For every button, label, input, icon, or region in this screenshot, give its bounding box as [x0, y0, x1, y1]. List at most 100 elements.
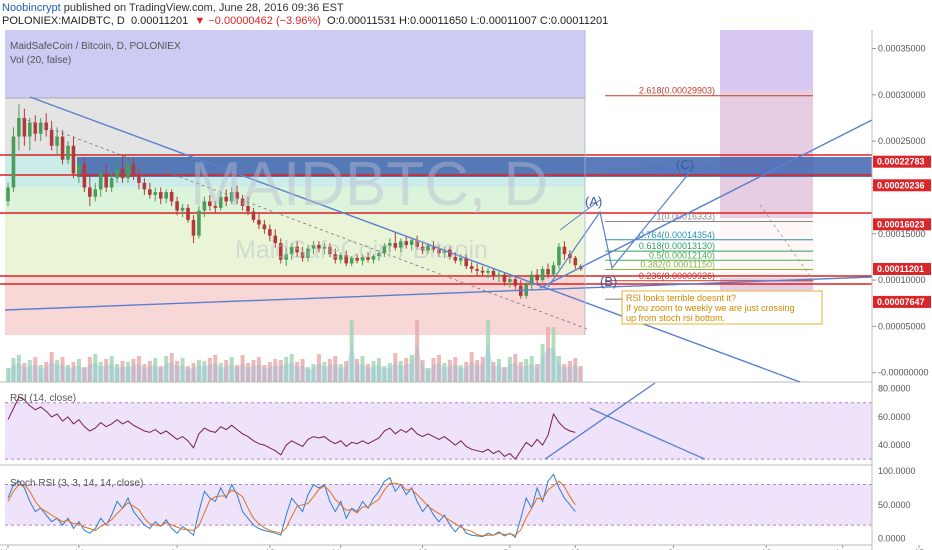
stoch-tick-label: 50.0000: [878, 500, 911, 510]
candle-body: [295, 246, 299, 253]
rsi-line: [7, 396, 576, 461]
candle-body: [218, 196, 223, 208]
candles: [6, 104, 583, 299]
rsi-trend-down: [589, 407, 706, 460]
volume-bar: [60, 357, 65, 382]
rsi-tick-label: 80.0000: [878, 384, 911, 394]
forecast-fib-box-low: [720, 218, 813, 278]
fib-level-label: 2.618(0.00029903): [639, 86, 715, 96]
candle-body: [49, 130, 54, 146]
candle-body: [224, 196, 228, 202]
volume-bar: [376, 358, 381, 382]
price-badge-label: 0.00011201: [877, 264, 924, 274]
chart-canvas[interactable]: 2.618(0.00029903) 1.618(0.00021517) 1(0.00…: [0, 30, 932, 550]
candle-body: [398, 241, 403, 248]
wave-b-label: (B): [600, 274, 617, 289]
downtrend-line: [29, 96, 801, 383]
volume-bar: [169, 353, 174, 382]
price-axis-bg: [872, 30, 932, 550]
volume-bar: [338, 364, 343, 382]
candle-body: [60, 136, 65, 160]
candle-body: [82, 164, 87, 188]
candle-body: [55, 136, 59, 146]
publish-info: published on TradingView.com, June 28, 2…: [60, 2, 344, 14]
volume-bar: [115, 364, 120, 382]
volume-bar: [38, 365, 43, 382]
volume-bar: [415, 320, 420, 382]
candle-body: [382, 245, 387, 254]
candle-body: [529, 274, 534, 285]
author-link[interactable]: Noobincrypt: [2, 2, 61, 14]
candle-body: [169, 192, 174, 202]
volume-bar: [186, 366, 191, 382]
candle-body: [191, 219, 196, 236]
watermark-symbol: MAIDBTC, D: [190, 150, 548, 219]
volume-bar: [267, 362, 272, 382]
volume-bar: [360, 356, 365, 382]
stoch-band: [5, 484, 872, 526]
range-box-green: [5, 187, 585, 215]
volume-bar: [256, 357, 261, 382]
candle-body: [317, 244, 321, 249]
volume-bar: [76, 359, 81, 382]
candle-body: [437, 249, 441, 254]
candle-body: [333, 254, 338, 260]
candle-body: [344, 255, 349, 264]
volume-bar: [496, 359, 501, 382]
rsi-trend-up: [544, 382, 656, 460]
volume-bar: [191, 363, 196, 382]
volume-bar: [426, 368, 431, 382]
x-tick-label: May: [332, 548, 350, 550]
volume-bar: [142, 364, 147, 382]
chart-background: [0, 30, 932, 546]
candle-body: [551, 265, 556, 275]
candle-body: [246, 206, 250, 212]
fib-level-label: 0.382(0.00011150): [640, 259, 715, 269]
candle-body: [142, 182, 147, 190]
candle-body: [88, 187, 92, 197]
candle-body: [513, 279, 518, 286]
x-tick-label: 16: [418, 548, 428, 550]
x-tick-label: 13: [570, 548, 580, 550]
price-badge: [873, 155, 931, 168]
volume-bar: [82, 367, 87, 382]
volume-bar: [316, 354, 321, 382]
volume-bar: [202, 361, 207, 382]
volume-bar: [120, 361, 125, 382]
volume-bar: [513, 354, 518, 382]
candle-body: [109, 178, 114, 188]
fib-level-label: 0.764(0.00014354): [639, 230, 715, 240]
volume-bar: [567, 361, 572, 382]
price-tick-label: 0.00010000: [878, 275, 926, 285]
price-change: ▼ −0.00000462 (−3.96%): [194, 15, 321, 27]
fib-level-label: 1.618(0.00021517): [639, 163, 715, 173]
candle-body: [328, 246, 332, 255]
candle-body: [28, 122, 32, 137]
price-badge-label: 0.00020236: [877, 180, 925, 190]
candle-body: [557, 246, 561, 266]
volume-bar: [55, 360, 60, 382]
fib-level-label: 0.618(0.00013130): [639, 241, 715, 251]
volume-bar: [229, 357, 234, 382]
candle-body: [366, 256, 370, 260]
volume-bar: [207, 358, 212, 382]
volume-bar: [475, 360, 480, 382]
candle-body: [235, 192, 239, 199]
volume-bar: [6, 368, 10, 382]
candle-body: [257, 219, 261, 225]
candle-body: [104, 173, 108, 188]
candle-body: [404, 241, 409, 245]
candle-body: [535, 274, 539, 281]
volume-bar: [524, 359, 529, 382]
volume-bar: [491, 362, 496, 382]
candle-body: [11, 136, 16, 188]
stoch-rsi-pane: [5, 473, 872, 539]
volume-bar: [442, 363, 447, 382]
symbol-label: POLONIEX:MAIDBTC, D: [2, 15, 125, 27]
candle-body: [475, 268, 479, 271]
candle-body: [262, 224, 267, 230]
stoch-legend: Stoch RSI (3, 3, 14, 14, close): [10, 478, 143, 489]
candle-body: [349, 257, 354, 264]
dashed-projection: [759, 204, 816, 284]
candle-body: [180, 207, 185, 211]
